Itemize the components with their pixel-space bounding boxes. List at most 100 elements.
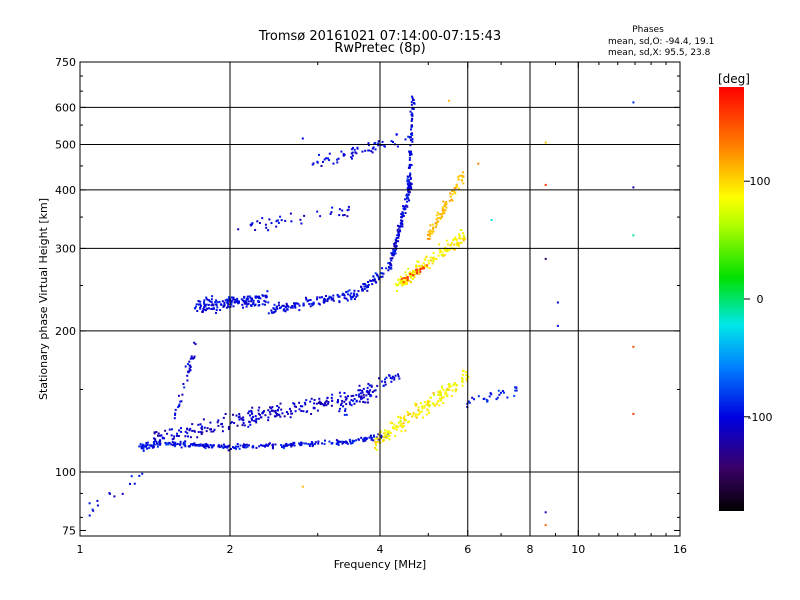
data-point [445,239,448,242]
data-point [376,384,379,387]
data-point [433,258,436,260]
data-point [363,283,366,285]
data-point [368,393,370,395]
data-point [150,445,153,447]
data-point [461,373,464,376]
data-point [230,448,232,450]
data-point [432,403,435,406]
data-point [166,432,169,435]
data-point [409,183,412,186]
data-point [384,429,387,432]
data-point [358,393,361,396]
x-tick-label: 1 [77,543,84,556]
data-point [344,410,347,412]
data-point [390,252,393,255]
data-point [187,363,189,365]
data-point [414,413,417,416]
data-point [407,193,410,196]
data-point [366,386,369,389]
data-point [201,443,204,446]
data-point [227,299,230,302]
data-point [408,180,411,183]
data-point [187,435,189,438]
data-point [247,300,250,303]
data-point [369,389,372,392]
data-point [257,412,260,415]
data-point [216,306,219,309]
data-point [455,244,458,247]
data-point [342,214,345,217]
data-point [235,414,238,417]
data-point [261,412,264,415]
data-point [373,389,376,392]
data-point [382,436,385,439]
data-point [406,200,409,203]
data-point [439,391,442,394]
data-point [280,306,283,309]
data-point [435,403,438,406]
data-point [195,305,197,308]
data-point [319,403,322,406]
data-point [386,430,389,433]
data-point [260,444,263,447]
data-point [362,387,365,390]
data-point [310,413,313,415]
data-point [205,430,208,433]
data-point [425,256,428,259]
data-point [238,300,240,303]
data-point [237,445,240,448]
data-point [257,417,260,420]
data-point [403,208,406,211]
data-point [176,432,178,435]
data-point [108,492,111,495]
data-point [399,225,402,228]
data-point [426,408,429,411]
data-point [408,158,411,161]
data-point [380,272,383,275]
data-point [372,439,375,442]
data-point [218,446,221,449]
data-point [265,226,268,229]
data-point [130,475,133,478]
data-point [220,444,223,447]
data-point [451,389,454,392]
data-point [382,439,385,442]
data-point [354,151,357,154]
data-point [197,423,200,426]
data-point [233,301,236,304]
data-point [350,156,353,159]
data-point [362,283,365,285]
data-point [341,293,344,296]
data-point [371,147,374,150]
data-point [186,379,189,382]
data-point [488,395,491,398]
data-point [240,417,243,420]
data-point [200,433,203,435]
data-point [406,197,409,199]
data-point [351,154,354,157]
data-point [157,432,160,435]
data-point [632,101,635,104]
data-point [455,185,458,188]
data-point [361,438,364,441]
data-point [421,267,424,270]
data-point [514,386,517,389]
data-point [249,296,252,299]
data-point [236,297,238,300]
data-point [247,297,249,300]
data-point [374,437,377,440]
data-point [428,404,431,406]
data-point [632,345,635,348]
data-point [267,419,270,422]
data-points [88,95,635,527]
data-point [245,443,248,446]
data-point [404,271,407,274]
data-point [371,391,374,393]
data-point [391,375,394,378]
data-point [370,436,373,439]
data-point [397,373,399,376]
data-point [345,397,348,400]
data-point [338,410,341,413]
data-point [409,176,412,179]
y-tick-label: 75 [62,525,76,538]
